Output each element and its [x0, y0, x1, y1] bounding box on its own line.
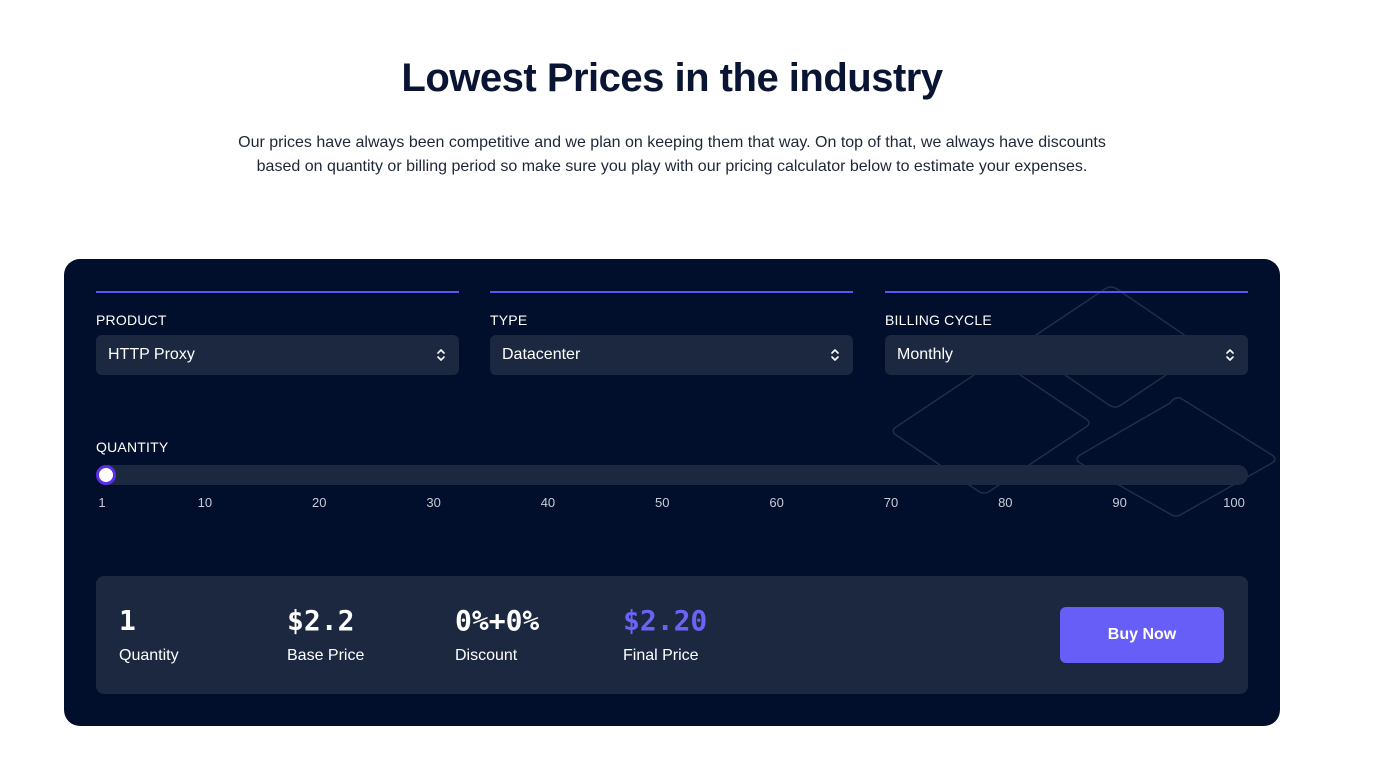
summary-quantity-value: 1 — [119, 604, 136, 637]
product-field: PRODUCT HTTP Proxy — [96, 291, 459, 375]
summary-final-price-value: $2.20 — [623, 604, 708, 637]
quantity-slider-track[interactable] — [96, 465, 1248, 485]
quantity-tick-label: 30 — [426, 495, 441, 510]
summary-quantity: 1 Quantity — [119, 604, 179, 665]
product-label: PRODUCT — [96, 312, 167, 328]
quantity-tick-labels: 1 10 20 30 40 50 60 70 80 90 100 — [64, 495, 1280, 515]
intro-line-2: based on quantity or billing period so m… — [256, 158, 1088, 175]
intro-line-1: Our prices have always been competitive … — [238, 134, 1106, 151]
chevron-up-down-icon — [1226, 349, 1234, 361]
quantity-tick-label: 60 — [769, 495, 784, 510]
intro-text: Our prices have always been competitive … — [200, 131, 1144, 179]
summary-discount-value: 0%+0% — [455, 604, 540, 637]
billing-cycle-field: BILLING CYCLE Monthly — [885, 291, 1248, 375]
type-label: TYPE — [490, 312, 528, 328]
quantity-tick-label: 50 — [655, 495, 670, 510]
type-accent-line — [490, 291, 853, 293]
summary-final-price: $2.20 Final Price — [623, 604, 707, 665]
chevron-up-down-icon — [437, 349, 445, 361]
summary-discount-caption: Discount — [455, 647, 518, 664]
product-select-value: HTTP Proxy — [108, 346, 195, 363]
quantity-label: QUANTITY — [96, 439, 169, 455]
summary-quantity-caption: Quantity — [119, 647, 179, 664]
quantity-tick-label: 80 — [998, 495, 1013, 510]
page-title: Lowest Prices in the industry — [401, 56, 943, 100]
quantity-tick-label: 70 — [883, 495, 899, 510]
quantity-tick-label: 1 — [98, 495, 106, 510]
billing-cycle-select[interactable]: Monthly — [885, 335, 1248, 375]
product-select[interactable]: HTTP Proxy — [96, 335, 459, 375]
type-field: TYPE Datacenter — [490, 291, 853, 375]
quantity-tick-label: 40 — [540, 495, 556, 510]
billing-accent-line — [885, 291, 1248, 293]
summary-final-price-caption: Final Price — [623, 647, 699, 664]
summary-base-price-caption: Base Price — [287, 647, 365, 664]
quantity-tick-label: 20 — [312, 495, 327, 510]
quantity-slider-thumb[interactable] — [96, 465, 116, 485]
buy-now-button[interactable]: Buy Now — [1060, 607, 1224, 663]
type-select[interactable]: Datacenter — [490, 335, 853, 375]
summary-base-price-value: $2.2 — [287, 604, 355, 637]
billing-cycle-select-value: Monthly — [897, 346, 954, 363]
chevron-up-down-icon — [831, 349, 839, 361]
quantity-tick-label: 10 — [197, 495, 213, 510]
summary-discount: 0%+0% Discount — [455, 604, 539, 665]
pricing-calculator: PRODUCT HTTP Proxy TYPE Datacenter BILLI… — [64, 259, 1280, 726]
price-summary: 1 Quantity $2.2 Base Price 0%+0% Discoun… — [96, 576, 1248, 694]
type-select-value: Datacenter — [502, 346, 581, 363]
summary-base-price: $2.2 Base Price — [287, 604, 364, 665]
product-accent-line — [96, 291, 459, 293]
billing-cycle-label: BILLING CYCLE — [885, 312, 992, 328]
quantity-tick-label: 100 — [1223, 495, 1245, 510]
quantity-tick-label: 90 — [1112, 495, 1127, 510]
